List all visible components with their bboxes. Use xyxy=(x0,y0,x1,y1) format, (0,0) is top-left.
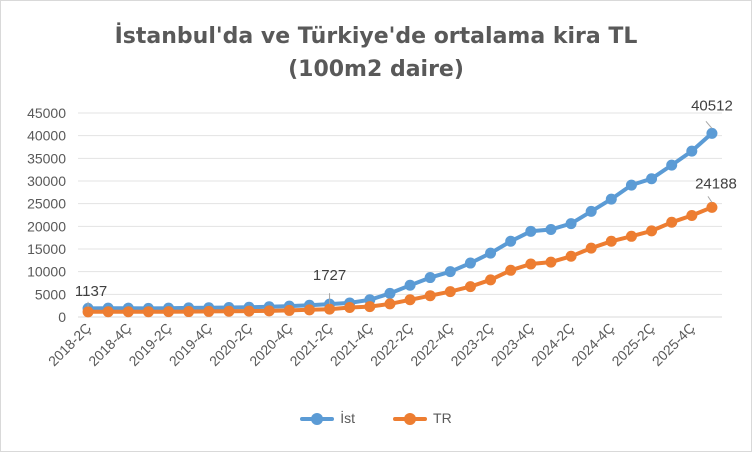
data-label: 24188 xyxy=(695,175,737,192)
x-tick-label: 2025-4Ç xyxy=(649,320,698,369)
chart-title-line-1: İstanbul'da ve Türkiye'de ortalama kira … xyxy=(114,24,638,49)
y-tick-label: 25000 xyxy=(27,196,66,212)
data-point xyxy=(424,290,436,302)
data-point xyxy=(142,306,154,318)
data-point xyxy=(384,287,396,299)
y-tick-label: 20000 xyxy=(27,218,66,234)
series-line-1 xyxy=(86,205,714,314)
data-point xyxy=(404,294,416,306)
data-point xyxy=(605,235,617,247)
chart-title-line-2: (100m2 daire) xyxy=(288,57,464,82)
legend-item-ist[interactable]: İst xyxy=(300,410,355,426)
data-point xyxy=(223,305,235,317)
y-tick-label: 45000 xyxy=(27,105,66,121)
data-point xyxy=(545,256,557,268)
data-point xyxy=(505,264,517,276)
y-tick-label: 5000 xyxy=(35,286,66,302)
data-point xyxy=(183,306,195,318)
data-point xyxy=(82,306,94,318)
data-point xyxy=(625,179,637,191)
data-point xyxy=(485,274,497,286)
data-point xyxy=(505,235,517,247)
data-point xyxy=(424,272,436,284)
data-point xyxy=(384,298,396,310)
legend-label-tr: TR xyxy=(433,410,452,426)
legend-swatch-tr xyxy=(393,412,428,425)
data-point xyxy=(646,225,658,237)
x-tick-label: 2022-2Ç xyxy=(367,320,416,369)
x-tick-label: 2019-2Ç xyxy=(125,320,174,369)
x-tick-label: 2024-2Ç xyxy=(528,320,577,369)
x-tick-label: 2021-2Ç xyxy=(286,320,335,369)
x-tick-label: 2018-2Ç xyxy=(45,320,94,369)
data-point xyxy=(565,250,577,262)
data-point xyxy=(303,304,315,316)
data-point xyxy=(706,201,718,213)
y-tick-label: 0 xyxy=(58,309,66,325)
data-point xyxy=(706,127,718,139)
legend-item-tr[interactable]: TR xyxy=(393,410,452,426)
legend-swatch-ist xyxy=(300,412,335,425)
data-point xyxy=(525,258,537,270)
x-tick-label: 2021-4Ç xyxy=(327,320,376,369)
data-point xyxy=(585,205,597,217)
data-point xyxy=(585,242,597,254)
data-point xyxy=(283,304,295,316)
data-point xyxy=(525,225,537,237)
data-point xyxy=(102,306,114,318)
y-tick-label: 10000 xyxy=(27,264,66,280)
leader-line xyxy=(707,196,713,203)
series-line-0 xyxy=(86,131,714,311)
legend: İst TR xyxy=(0,410,752,426)
data-label: 40512 xyxy=(691,97,733,114)
data-point xyxy=(243,305,255,317)
data-point xyxy=(464,281,476,293)
data-point xyxy=(686,209,698,221)
data-point xyxy=(565,218,577,230)
x-tick-label: 2023-4Ç xyxy=(488,320,537,369)
x-tick-label: 2018-4Ç xyxy=(85,320,134,369)
x-tick-label: 2019-4Ç xyxy=(166,320,215,369)
y-tick-label: 40000 xyxy=(27,128,66,144)
data-point xyxy=(485,247,497,259)
chart-title: İstanbul'da ve Türkiye'de ortalama kira … xyxy=(0,20,752,86)
data-label: 1727 xyxy=(313,267,346,284)
data-point xyxy=(545,224,557,236)
y-tick-label: 30000 xyxy=(27,173,66,189)
data-point xyxy=(203,305,215,317)
leader-line xyxy=(705,121,713,129)
data-point xyxy=(122,306,134,318)
data-point xyxy=(324,303,336,315)
data-point xyxy=(263,305,275,317)
data-point xyxy=(605,193,617,205)
data-point xyxy=(666,159,678,171)
x-tick-label: 2020-4Ç xyxy=(246,320,295,369)
data-point xyxy=(444,266,456,278)
x-tick-label: 2023-2Ç xyxy=(447,320,496,369)
data-point xyxy=(646,173,658,185)
data-point xyxy=(364,301,376,313)
data-point xyxy=(163,306,175,318)
legend-label-ist: İst xyxy=(340,410,356,426)
data-point xyxy=(344,301,356,313)
data-point xyxy=(444,286,456,298)
data-point xyxy=(464,257,476,269)
y-tick-label: 15000 xyxy=(27,241,66,257)
data-point xyxy=(666,216,678,228)
x-tick-label: 2020-2Ç xyxy=(206,320,255,369)
x-tick-label: 2024-4Ç xyxy=(568,320,617,369)
data-label: 1137 xyxy=(75,283,107,300)
data-point xyxy=(404,279,416,291)
data-point xyxy=(625,230,637,242)
data-point xyxy=(686,145,698,157)
x-tick-label: 2022-4Ç xyxy=(407,320,456,369)
x-tick-label: 2025-2Ç xyxy=(608,320,657,369)
y-tick-label: 35000 xyxy=(27,150,66,166)
